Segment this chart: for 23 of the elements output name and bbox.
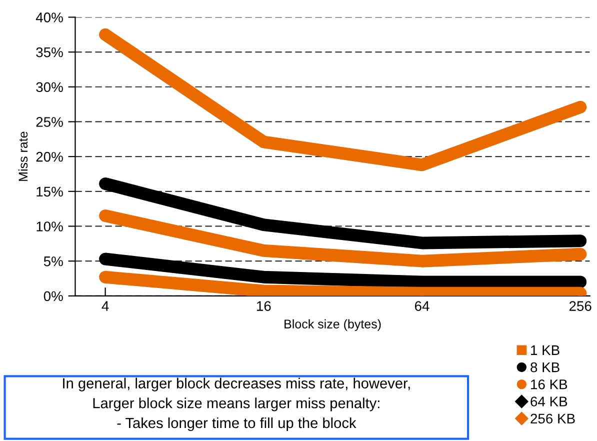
y-tick-label: 40% [36,12,63,22]
x-tick-label: 64 [414,301,430,311]
text: - Takes longer time to fill up the block [117,417,356,432]
x-axis-title: Block size (bytes) [284,319,381,331]
y-tick-label: 5% [44,256,63,266]
y-tick-label: 15% [36,186,63,197]
legend-label: 256 KB [530,414,575,424]
y-tick-label: 20% [36,152,63,162]
y-axis-title: Miss rate [18,132,28,181]
y-tick-label: 35% [36,47,63,58]
legend-label: 1 KB [531,345,560,355]
text: In general, larger block decreases miss rate, however, [63,378,410,392]
y-tick-label: 30% [36,82,63,92]
legend-label: 8 KB [530,362,560,372]
y-tick-label: 0% [44,291,63,302]
y-tick-label: 10% [36,222,63,232]
legend-label: 16 KB [531,379,568,390]
legend-label: 64 KB [530,396,568,406]
text: Larger block size means larger miss penalty: [93,398,380,412]
x-tick-label: 4 [102,301,109,311]
x-tick-label: 256 [569,301,592,311]
y-tick-label: 25% [36,117,63,127]
x-tick-label: 16 [256,301,271,311]
